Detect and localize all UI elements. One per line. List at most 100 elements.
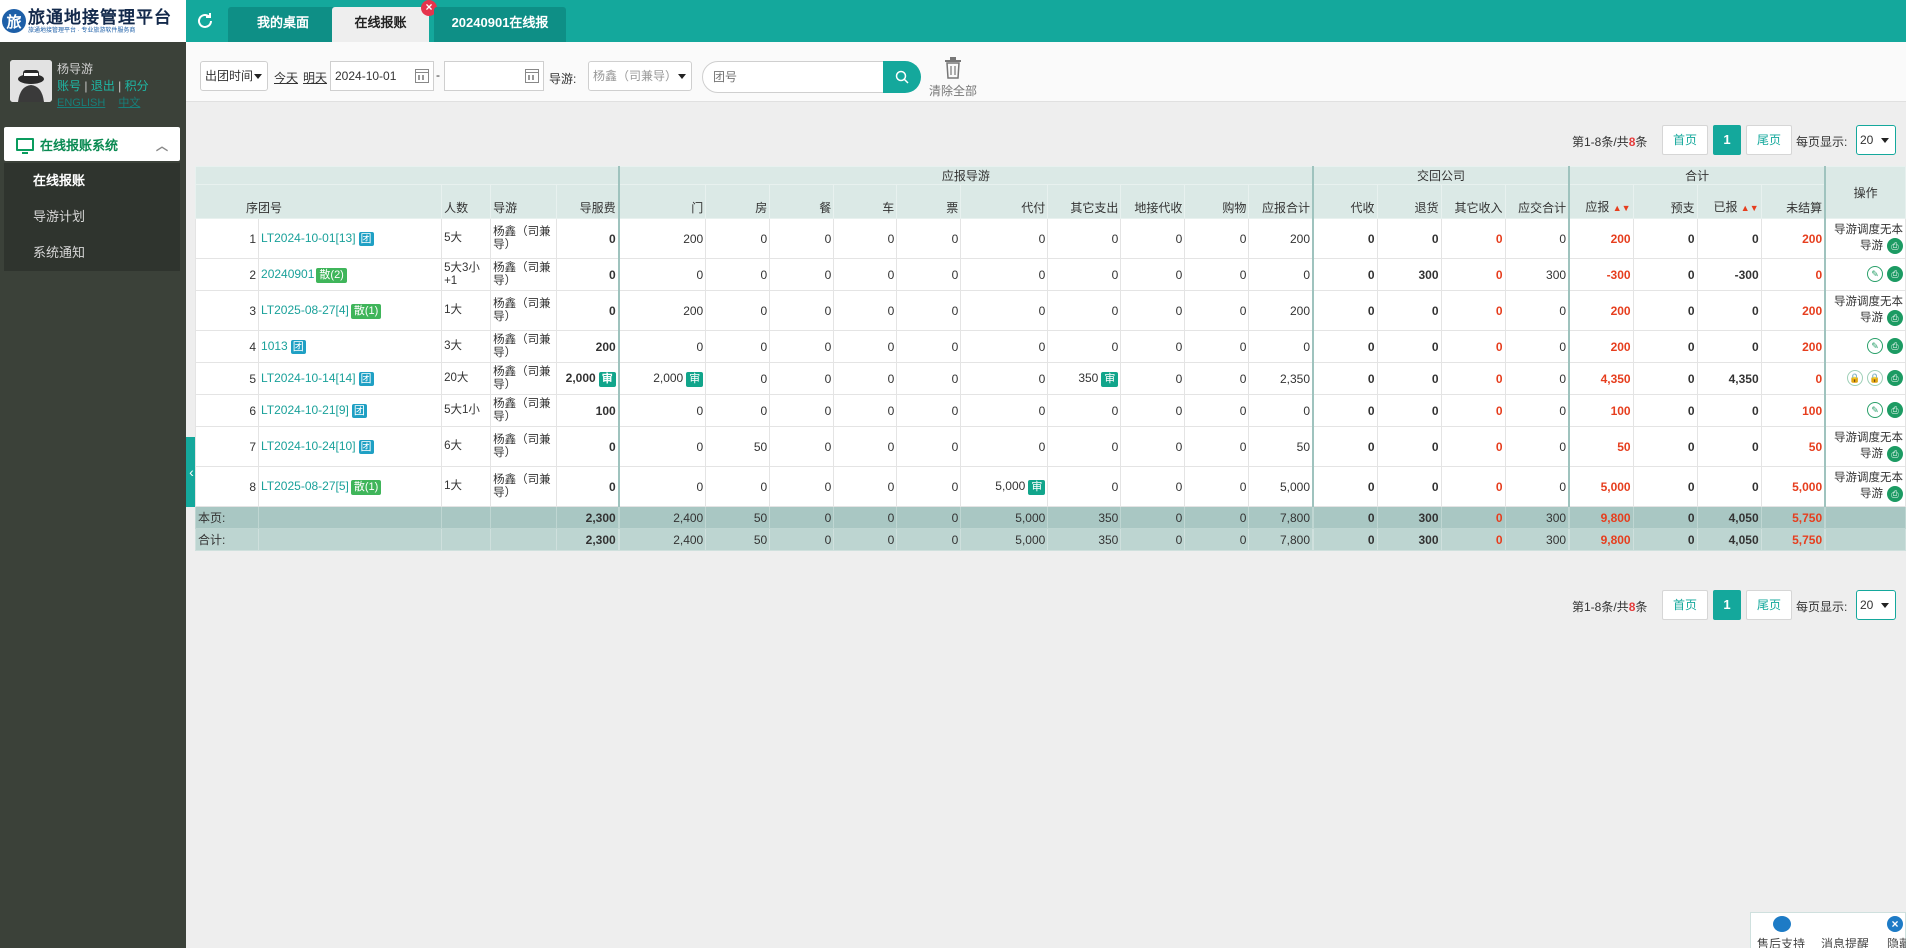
refresh-button[interactable] [186,0,224,42]
first-page-button[interactable]: 首页 [1662,590,1708,620]
cell-qtsr: 0 [1440,426,1506,467]
edit-icon[interactable]: ✎ [1867,338,1883,355]
points-link[interactable]: 积分 [124,79,149,93]
cell-guide: 杨鑫（司兼导） [490,290,558,331]
gouwu-value: 0 [1239,303,1247,318]
pager-info-prefix: 第1-8条/共 [1572,135,1629,149]
summary-piao: 0 [896,506,962,529]
date-to-input[interactable] [444,61,544,91]
cell-people: 5大1小 [441,394,492,427]
tour-link[interactable]: 1013 [261,339,288,353]
page-size-select[interactable]: 20 [1856,125,1896,155]
can-value: 0 [824,231,832,246]
account-link[interactable]: 账号 [57,79,82,93]
tour-type-badge: 团 [358,440,374,454]
print-icon[interactable]: ⎙ [1887,237,1903,254]
cell-fang: 0 [705,362,771,395]
cell-seq: 6 [194,394,260,427]
page-size-label: 每页显示: [1796,135,1848,149]
summary-reported: 4,050 [1696,506,1762,529]
cell-advance: 0 [1632,426,1698,467]
guide-select[interactable]: 杨鑫（司兼导） [588,61,692,91]
cell-unsettled: 200 [1760,290,1826,331]
sidebar-group-online-accounting[interactable]: 在线报账系统 ︿ [4,127,180,161]
last-page-button[interactable]: 尾页 [1746,590,1792,620]
lock-icon[interactable]: 🔒 [1847,370,1863,387]
caret-down-icon [1881,138,1889,143]
cell-seq: 7 [194,426,260,467]
date-from-input[interactable]: 2024-10-01 [330,61,434,91]
avatar [10,60,52,102]
tour-link[interactable]: LT2024-10-01[13] [261,231,356,245]
guide-fee-value: 0 [609,439,616,454]
print-icon[interactable]: ⎙ [1887,266,1903,283]
cell-daifu: 0 [960,330,1049,363]
men-value: 0 [696,479,704,494]
page-1-button[interactable]: 1 [1713,590,1741,620]
lang-cn-link[interactable]: 中文 [118,97,141,109]
time-type-select[interactable]: 出团时间 [200,61,268,91]
cell-che: 0 [833,394,898,427]
col-header-reported[interactable]: 已报 ▲▼ [1696,184,1762,219]
logout-link[interactable]: 退出 [90,79,115,93]
tour-link[interactable]: LT2024-10-21[9] [261,403,349,417]
tomorrow-link[interactable]: 明天 [303,71,328,85]
pager-info-suffix: 条 [1635,135,1648,149]
tour-number-search-input[interactable] [702,61,884,93]
close-icon[interactable]: × [1887,916,1903,932]
cell-can: 0 [769,290,835,331]
sidebar-item-system-notice[interactable]: 系统通知 [4,235,180,271]
tour-link[interactable]: LT2025-08-27[4] [261,302,349,317]
print-icon[interactable]: ⎙ [1887,445,1903,462]
cell-unsettled: 50 [1760,426,1826,467]
print-icon[interactable]: ⎙ [1887,370,1903,387]
print-icon[interactable]: ⎙ [1887,402,1903,419]
clear-all-button[interactable]: 清除全部 [928,57,978,99]
tab-online-accounting[interactable]: 在线报账 × [332,0,437,42]
cell-dijie: 0 [1120,394,1186,427]
col-header-remit-total: 应交合计 [1504,184,1570,219]
lock-icon[interactable]: 🔒 [1867,370,1883,387]
last-page-button[interactable]: 尾页 [1746,125,1792,155]
tour-link[interactable]: LT2025-08-27[5] [261,478,349,493]
print-icon[interactable]: ⎙ [1887,309,1903,326]
sidebar-item-guide-plan[interactable]: 导游计划 [4,199,180,235]
cell-qtsr: 0 [1440,218,1506,259]
search-button[interactable] [883,61,921,93]
first-page-button[interactable]: 首页 [1662,125,1708,155]
lang-en-link[interactable]: ENGLISH [57,97,106,109]
edit-icon[interactable]: ✎ [1867,402,1883,419]
page-size-select[interactable]: 20 [1856,590,1896,620]
cell-daishou: 0 [1311,290,1378,331]
support-link[interactable]: 售后支持 [1757,937,1806,948]
edit-icon[interactable]: ✎ [1867,266,1883,283]
page-1-button[interactable]: 1 [1713,125,1741,155]
cell-should-report: -300 [1568,258,1634,291]
cell-ops: 导游调度无本导游 ⎙ [1824,218,1906,259]
print-icon[interactable]: ⎙ [1887,338,1903,355]
summary-row: 本页: 2,300 2,400 50 0 0 0 5,000 350 0 0 7,800 0 300 0 30… [194,506,1906,529]
cell-people: 5大 [441,218,492,259]
col-header-should-report[interactable]: 应报 ▲▼ [1568,184,1634,219]
men-value: 0 [696,439,704,454]
sidebar-item-online-accounting[interactable]: 在线报账 [4,163,180,199]
cell-daifu: 0 [960,290,1049,331]
sidebar-collapse-button[interactable]: ‹ [186,437,197,507]
notify-link[interactable]: 消息提醒 [1821,937,1870,948]
can-value: 0 [824,303,832,318]
summary-blank [490,506,558,529]
hide-link[interactable]: 隐藏 [1887,937,1906,948]
today-link[interactable]: 今天 [274,71,299,85]
app-logo[interactable]: 旅 旅通地接管理平台 旅通地接管理平台 · 专业旅游软件服务商 [0,0,186,42]
cell-qtsr: 0 [1440,394,1506,427]
cell-yb_heji: 50 [1248,426,1314,467]
dijie-value: 0 [1175,403,1183,418]
piao-value: 0 [951,479,959,494]
close-tab-icon[interactable]: × [421,0,437,16]
print-icon[interactable]: ⎙ [1887,485,1903,502]
tour-link[interactable]: LT2024-10-14[14] [261,371,356,385]
tab-20240901[interactable]: 20240901在线报 [434,7,566,42]
tab-my-desktop[interactable]: 我的桌面 [228,7,338,42]
tour-link[interactable]: LT2024-10-24[10] [261,439,356,453]
tour-link[interactable]: 20240901 [261,266,315,281]
